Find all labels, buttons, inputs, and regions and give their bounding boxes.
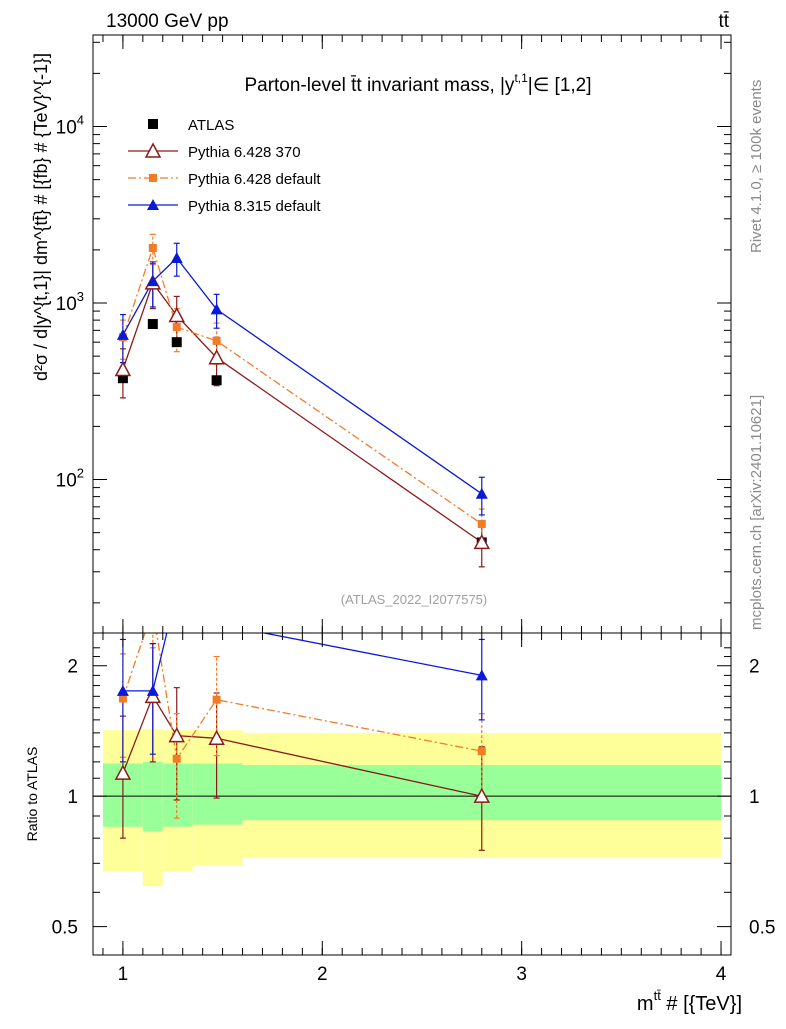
main-point-pythia-6-428-370 xyxy=(473,533,491,550)
legend-label: Pythia 6.428 default xyxy=(188,171,321,188)
main-title: Parton-level t̄t invariant mass, |yt,1|∈… xyxy=(244,71,591,96)
ratio-point-pythia-6-428-default xyxy=(172,754,181,763)
process-label: tt̄ xyxy=(718,11,729,32)
legend: ATLAS Pythia 6.428 370 Pythia 6.428 defaul… xyxy=(128,117,321,215)
legend-marker xyxy=(147,199,159,210)
ratio-error-bar-pythia-6-428-default xyxy=(149,633,156,649)
main-y-tick-label: 102 xyxy=(56,466,84,492)
main-series-lines xyxy=(122,245,483,543)
main-point-pythia-6-428-370 xyxy=(114,360,132,377)
ratio-point-pythia-6-428-default xyxy=(149,605,157,613)
main-point-atlas xyxy=(147,319,158,330)
reference-label: (ATLAS_2022_I2077575) xyxy=(341,592,487,607)
legend-marker xyxy=(149,174,157,182)
ratio-band-green xyxy=(162,763,193,827)
legend-entry-atlas: ATLAS xyxy=(148,117,234,134)
ratio-point-pythia-8-315-default xyxy=(475,669,488,681)
ratio-point-pythia-6-428-default xyxy=(477,747,486,756)
main-point-atlas xyxy=(117,373,128,384)
x-tick-label: 1 xyxy=(118,964,129,985)
ratio-point-pythia-6-428-default xyxy=(212,695,221,704)
ratio-y-tick-label-left: 0.5 xyxy=(52,918,78,939)
main-point-pythia-6-428-370 xyxy=(208,349,225,365)
ratio-y-axis-label: Ratio to ATLAS xyxy=(24,747,40,842)
legend-marker xyxy=(144,142,162,158)
legend-label: Pythia 8.315 default xyxy=(188,198,321,215)
ratio-y-tick-label-left: 2 xyxy=(67,657,78,678)
ratio-frame xyxy=(92,632,732,956)
x-tick-label: 2 xyxy=(317,964,328,985)
mcplots-label: mcplots.cern.ch [arXiv:2401.10621] xyxy=(748,395,765,630)
ratio-band-green xyxy=(192,763,243,825)
main-axis-ticks: 102 103 104 xyxy=(56,35,731,633)
ratio-line-pythia-8-315-default xyxy=(122,633,482,692)
legend-entry-pythia-6-428-370: Pythia 6.428 370 xyxy=(128,142,301,161)
legend-label: ATLAS xyxy=(188,117,234,134)
ratio-point-pythia-6-428-default xyxy=(118,694,127,703)
ratio-y-tick-label-right: 1 xyxy=(749,787,760,808)
main-point-atlas xyxy=(171,337,182,348)
ratio-y-tick-label-right: 0.5 xyxy=(749,918,775,939)
ratio-point-pythia-6-428-370 xyxy=(168,726,185,743)
main-point-pythia-8-315-default xyxy=(475,487,488,499)
main-y-tick-label: 104 xyxy=(56,113,84,139)
ratio-y-tick-label-left: 1 xyxy=(67,787,78,808)
main-panel: 102 103 104 Parton-level t̄t invariant mas… xyxy=(31,34,732,634)
main-point-pythia-8-315-default xyxy=(210,303,223,315)
main-y-axis-label: d²σ / d|y^{t,1}| dm^{tt̄} # [{fb} # {TeV… xyxy=(31,53,51,381)
main-point-pythia-6-428-default xyxy=(148,243,157,252)
legend-entry-pythia-6-428-default: Pythia 6.428 default xyxy=(128,171,321,188)
ratio-y-tick-label-right: 2 xyxy=(749,657,760,678)
energy-label: 13000 GeV pp xyxy=(106,11,229,32)
ratio-point-pythia-6-428-370 xyxy=(208,729,225,746)
ratio-markers xyxy=(114,605,491,803)
legend-marker xyxy=(148,119,158,129)
ratio-point-pythia-6-428-370 xyxy=(473,787,491,803)
main-point-pythia-8-315-default xyxy=(170,251,183,263)
ratio-panel: 0.5 0.5 1 1 2 2 1 2 3 4 Ratio to ATLAS mtt̄ # [{T… xyxy=(24,605,775,1015)
main-point-pythia-8-315-default xyxy=(116,328,129,340)
main-point-pythia-6-428-default xyxy=(212,336,221,345)
main-line-pythia-6-428-default xyxy=(122,245,483,525)
main-point-pythia-6-428-370 xyxy=(168,306,185,323)
ratio-point-pythia-8-315-default xyxy=(116,684,129,696)
main-y-tick-label: 103 xyxy=(56,289,84,315)
x-tick-label: 4 xyxy=(716,964,727,985)
x-axis-label: mtt̄ # [{TeV}] xyxy=(637,988,742,1015)
ratio-uncertainty-bands xyxy=(102,728,722,887)
main-point-pythia-6-428-default xyxy=(172,323,181,332)
main-point-pythia-8-315-default xyxy=(146,275,159,287)
main-point-pythia-6-428-default xyxy=(477,519,486,528)
ratio-point-pythia-8-315-default xyxy=(146,684,159,696)
rivet-label: Rivet 4.1.0, ≥ 100k events xyxy=(748,80,765,253)
legend-label: Pythia 6.428 370 xyxy=(188,144,301,161)
main-markers xyxy=(114,243,491,550)
ratio-point-pythia-6-428-370 xyxy=(114,764,132,780)
ratio-axis-ticks: 0.5 0.5 1 1 2 2 1 2 3 4 xyxy=(52,633,775,985)
main-point-atlas xyxy=(211,375,222,386)
main-line-pythia-8-315-default xyxy=(122,257,483,495)
legend-entry-pythia-8-315-default: Pythia 8.315 default xyxy=(128,198,321,215)
x-tick-label: 3 xyxy=(516,964,527,985)
